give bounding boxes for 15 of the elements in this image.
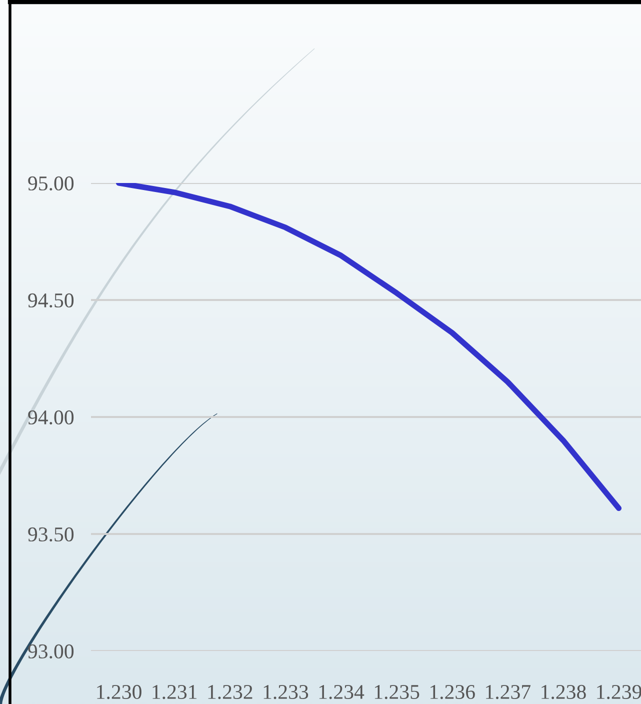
y-tick-label: 93.00 <box>28 644 74 659</box>
x-tick-label: 1.238 <box>542 684 586 700</box>
y-tick-label: 95.00 <box>28 176 74 191</box>
x-tick-label: 1.237 <box>486 684 531 700</box>
y-tick-label: 94.50 <box>28 293 74 308</box>
x-tick-label: 1.230 <box>97 684 142 700</box>
x-tick-label: 1.231 <box>152 684 197 700</box>
x-tick-label: 1.239 <box>597 684 641 700</box>
x-tick-label: 1.235 <box>374 684 420 700</box>
x-tick-label: 1.236 <box>430 684 475 700</box>
x-tick-label: 1.232 <box>208 684 252 700</box>
x-tick-label: 1.234 <box>319 684 364 700</box>
y-tick-label: 94.00 <box>28 410 74 425</box>
y-tick-label: 93.50 <box>28 527 74 542</box>
x-tick-label: 1.233 <box>264 684 308 700</box>
